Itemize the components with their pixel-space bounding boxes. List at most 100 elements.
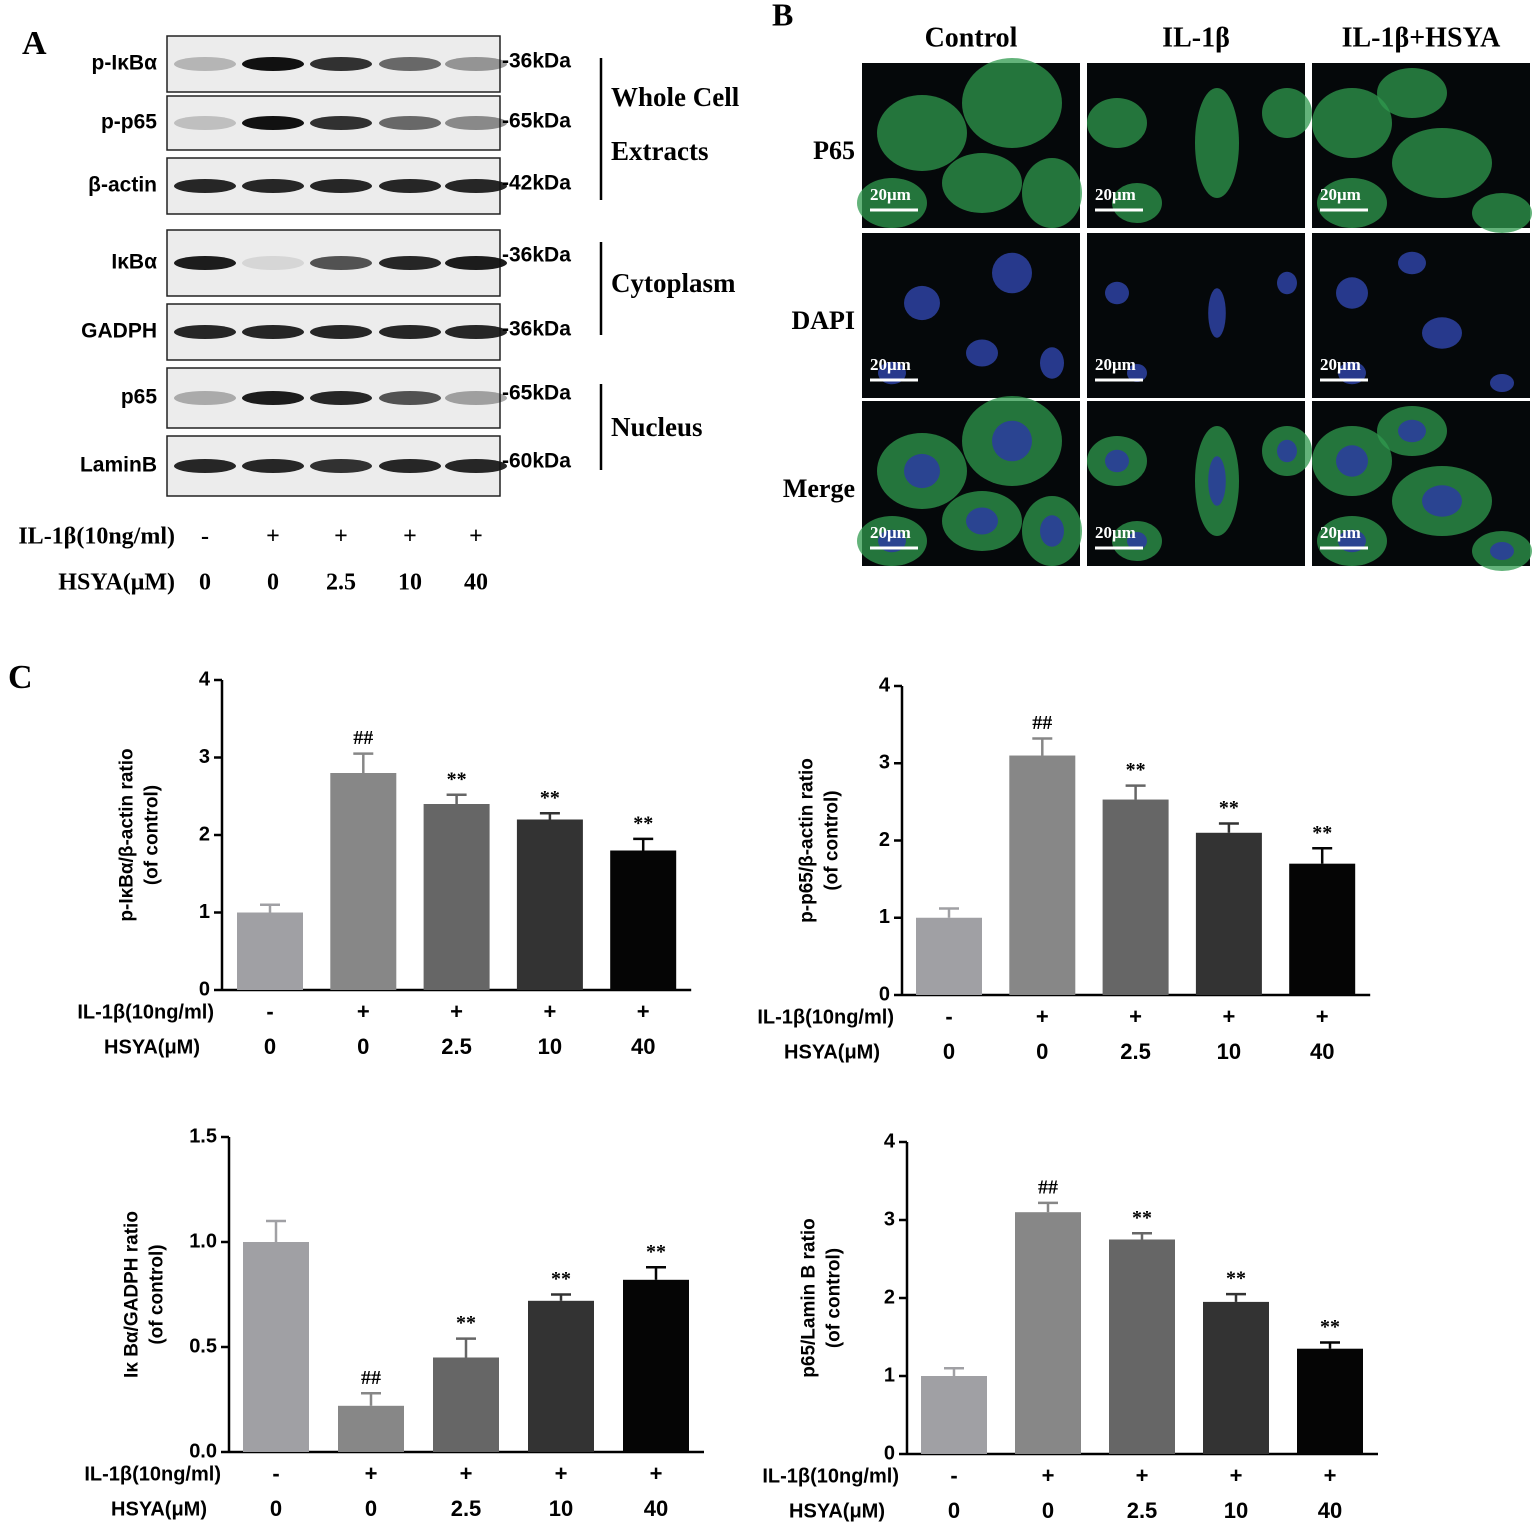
x-tick-label: + xyxy=(1324,1463,1337,1488)
y-tick-label: 3 xyxy=(884,1208,895,1230)
scale-label: 20μm xyxy=(1095,523,1136,542)
cell-p65 xyxy=(962,58,1062,148)
cell-nucleus xyxy=(1105,281,1129,305)
scale-label: 20μm xyxy=(870,355,911,374)
scale-label: 20μm xyxy=(1320,523,1361,542)
treatment-label: IL-1β(10ng/ml) xyxy=(18,524,175,550)
band-label: GADPH xyxy=(81,320,157,343)
x-row-label: IL-1β(10ng/ml) xyxy=(77,1001,214,1023)
cell-p65 xyxy=(942,153,1022,213)
y-axis-label: (of control) xyxy=(142,785,163,885)
blot-band xyxy=(174,57,236,71)
blot-band xyxy=(310,459,372,473)
x-tick-label: 10 xyxy=(1224,1498,1248,1523)
blot-band xyxy=(242,256,304,270)
x-tick-label: + xyxy=(1036,1004,1049,1029)
y-tick-label: 0 xyxy=(879,983,890,1005)
cell-nucleus xyxy=(966,507,998,535)
cell-p65 xyxy=(1312,88,1392,158)
y-tick-label: 0.0 xyxy=(189,1440,217,1462)
scale-label: 20μm xyxy=(1095,185,1136,204)
x-row-label: IL-1β(10ng/ml) xyxy=(84,1463,221,1485)
bar xyxy=(1109,1239,1175,1454)
group-label: Extracts xyxy=(611,136,708,166)
group-label: Whole Cell xyxy=(611,82,740,112)
x-row-label: IL-1β(10ng/ml) xyxy=(762,1465,899,1487)
x-tick-label: 0 xyxy=(1036,1039,1048,1064)
band-label: IκBα xyxy=(111,251,157,274)
band-label: p-p65 xyxy=(101,111,157,134)
column-header: IL-1β xyxy=(1162,22,1230,53)
blot-band xyxy=(242,116,304,130)
significance: ** xyxy=(540,787,560,809)
bar xyxy=(1009,755,1076,995)
row-label: P65 xyxy=(813,136,855,165)
significance: ** xyxy=(646,1241,666,1263)
cell-nucleus xyxy=(1127,532,1147,550)
blot-band xyxy=(379,179,441,193)
y-tick-label: 2 xyxy=(199,823,210,845)
x-row-label: HSYA(μM) xyxy=(104,1036,200,1058)
x-tick-label: + xyxy=(555,1461,568,1486)
cell-p65 xyxy=(1112,183,1162,223)
blot-band xyxy=(310,179,372,193)
y-tick-label: 1 xyxy=(199,901,210,923)
band-size: -36kDa xyxy=(502,244,571,267)
x-tick-label: + xyxy=(650,1461,663,1486)
treatment-value: 0 xyxy=(267,570,279,596)
treatment-label: HSYA(μM) xyxy=(58,570,175,596)
y-tick-label: 4 xyxy=(199,668,211,690)
bar xyxy=(921,1376,987,1454)
x-tick-label: + xyxy=(637,999,650,1024)
column-header: IL-1β+HSYA xyxy=(1342,22,1502,53)
x-tick-label: 10 xyxy=(549,1496,573,1521)
blot-band xyxy=(242,57,304,71)
x-tick-label: 2.5 xyxy=(1120,1039,1151,1064)
x-tick-label: + xyxy=(543,999,556,1024)
blot-band xyxy=(379,256,441,270)
cell-nucleus xyxy=(1398,419,1426,443)
band-label: p-IκBα xyxy=(92,52,158,75)
significance: ** xyxy=(1320,1316,1340,1338)
cell-nucleus xyxy=(992,252,1032,294)
significance: ## xyxy=(353,727,373,749)
blot-band xyxy=(174,116,236,130)
y-axis-label: p-IκBα/β-actin ratio xyxy=(117,748,138,921)
y-tick-label: 1.5 xyxy=(189,1125,217,1147)
blot-band xyxy=(445,325,507,339)
cell-p65 xyxy=(857,178,927,228)
x-tick-label: 2.5 xyxy=(441,1034,472,1059)
y-tick-label: 2 xyxy=(879,829,890,851)
treatment-value: 10 xyxy=(398,570,422,596)
blot-band xyxy=(379,459,441,473)
blot-band xyxy=(242,325,304,339)
y-axis-label: (of control) xyxy=(147,1244,168,1344)
band-size: -65kDa xyxy=(502,382,571,405)
cell-p65 xyxy=(1262,88,1312,138)
x-tick-label: + xyxy=(1129,1004,1142,1029)
blot-band xyxy=(445,179,507,193)
group-label: Cytoplasm xyxy=(611,268,736,298)
x-tick-label: - xyxy=(950,1463,957,1488)
significance: ** xyxy=(1132,1207,1152,1229)
x-tick-label: 10 xyxy=(538,1034,562,1059)
y-axis-label: p-p65/β-actin ratio xyxy=(797,758,818,923)
bar xyxy=(338,1405,404,1452)
x-tick-label: + xyxy=(1136,1463,1149,1488)
cell-p65 xyxy=(1377,68,1447,118)
y-tick-label: 4 xyxy=(884,1130,896,1152)
x-tick-label: 0 xyxy=(1042,1498,1054,1523)
bar xyxy=(1015,1212,1081,1454)
x-tick-label: + xyxy=(460,1461,473,1486)
x-tick-label: 40 xyxy=(644,1496,668,1521)
scale-label: 20μm xyxy=(870,185,911,204)
cell-nucleus xyxy=(1208,456,1226,506)
blot-band xyxy=(174,325,236,339)
y-tick-label: 3 xyxy=(879,752,890,774)
band-size: -42kDa xyxy=(502,172,571,195)
band-label: β-actin xyxy=(88,174,157,197)
x-tick-label: 2.5 xyxy=(1127,1498,1158,1523)
x-tick-label: 0 xyxy=(948,1498,960,1523)
cell-p65 xyxy=(877,95,967,171)
y-tick-label: 0.5 xyxy=(189,1335,217,1357)
